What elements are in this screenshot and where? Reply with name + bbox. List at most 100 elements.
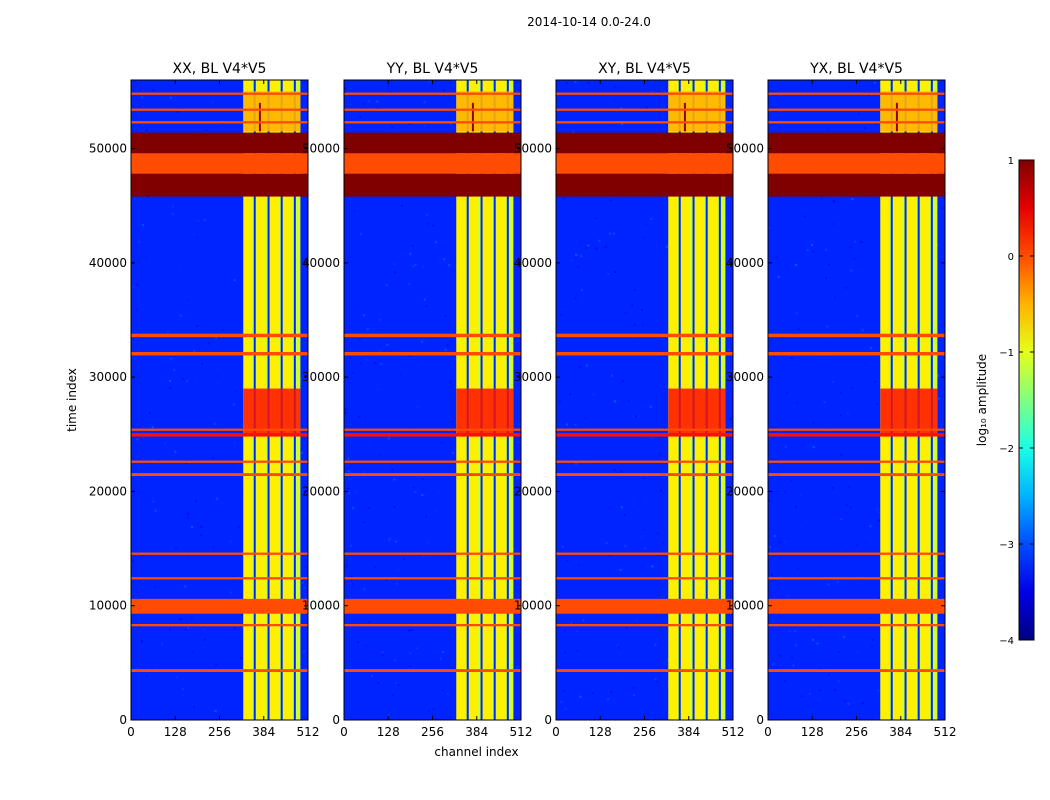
noise-cell [164,442,167,445]
noise-cell [216,375,219,377]
noise-cell [655,680,658,683]
noise-cell [303,587,306,590]
noise-cell [179,618,181,621]
x-tick-label: 128 [377,725,400,739]
noise-cell [432,224,435,227]
noise-cell [136,438,139,441]
noise-cell [795,312,798,315]
colorbar-tick-label: −1 [999,348,1014,359]
y-tick-label: 50000 [726,142,764,156]
noise-cell [213,492,216,495]
noise-cell [141,640,144,643]
noise-cell [566,423,568,426]
noise-cell [350,544,353,547]
noise-cell [650,90,653,93]
noise-cell [771,350,774,353]
noise-cell [180,617,183,620]
noise-cell [861,329,864,332]
noise-cell [617,646,620,649]
noise-cell [864,126,866,129]
noise-cell [572,131,575,134]
noise-cell [161,505,164,508]
noise-cell [812,638,814,641]
noise-cell [812,695,815,698]
noise-cell [440,506,443,509]
noise-cell [824,277,827,280]
noise-cell [769,546,772,549]
noise-cell [451,420,454,423]
flagged-band [344,153,521,174]
noise-cell [170,357,173,360]
noise-cell [207,342,210,345]
x-tick-label: 0 [340,725,348,739]
noise-cell [168,510,171,513]
signal-spike [683,102,686,132]
noise-cell [819,689,822,691]
colorbar-tick-label: 0 [1008,252,1014,263]
noise-cell [304,566,307,569]
noise-cell [832,381,835,384]
noise-cell [844,240,847,243]
noise-cell [571,259,574,262]
flagged-band [344,92,521,95]
noise-cell [561,545,564,548]
noise-cell [768,499,771,502]
flagged-band [344,473,521,476]
noise-cell [856,575,859,578]
panel-yy: YY, BL V4*V5 0 128 256 384 512 0 10000 20000 3000… [302,61,533,759]
noise-cell [140,96,143,99]
noise-cell [806,249,809,252]
noise-cell [424,124,427,127]
x-tick-label: 128 [801,725,824,739]
colorbar: 1 0 −1 −2 −3 −4 log₁₀ amplitude [975,156,1035,647]
flagged-band [556,108,733,111]
noise-cell [820,626,822,628]
noise-cell [772,663,775,665]
noise-cell [448,264,451,267]
signal-spike [895,102,898,132]
noise-cell [640,537,643,540]
noise-cell [662,542,665,545]
noise-cell [368,621,371,624]
noise-cell [564,308,567,311]
noise-cell [605,541,608,544]
noise-cell [851,386,854,389]
flagged-band [556,333,733,338]
colorbar-tick-label: 1 [1008,156,1014,167]
noise-cell [876,402,879,405]
noise-cell [168,386,171,389]
noise-cell [788,630,791,632]
flagged-band [131,577,308,580]
noise-cell [814,357,817,360]
noise-cell [371,549,374,552]
noise-cell [784,445,787,448]
flagged-band [556,598,733,614]
noise-cell [388,539,390,542]
noise-cell [385,284,388,287]
noise-cell [166,331,169,334]
noise-cell [729,417,732,420]
noise-cell [182,687,185,690]
noise-cell [854,240,857,243]
noise-cell [428,81,431,83]
noise-cell [939,395,942,398]
noise-cell [425,305,428,308]
noise-cell [185,323,188,326]
noise-cell [559,266,562,269]
noise-cell [512,249,515,252]
noise-cell [576,649,579,652]
noise-cell [835,464,838,467]
noise-cell [828,263,831,266]
noise-cell [389,90,392,93]
noise-cell [369,441,372,444]
noise-cell [831,486,834,489]
noise-cell [780,330,783,333]
noise-cell [196,236,199,239]
noise-cell [856,544,859,547]
flagged-band [344,460,521,463]
noise-cell [378,349,381,352]
noise-cell [374,362,377,365]
noise-cell [151,426,154,428]
noise-cell [645,223,648,226]
flagged-band [344,552,521,555]
